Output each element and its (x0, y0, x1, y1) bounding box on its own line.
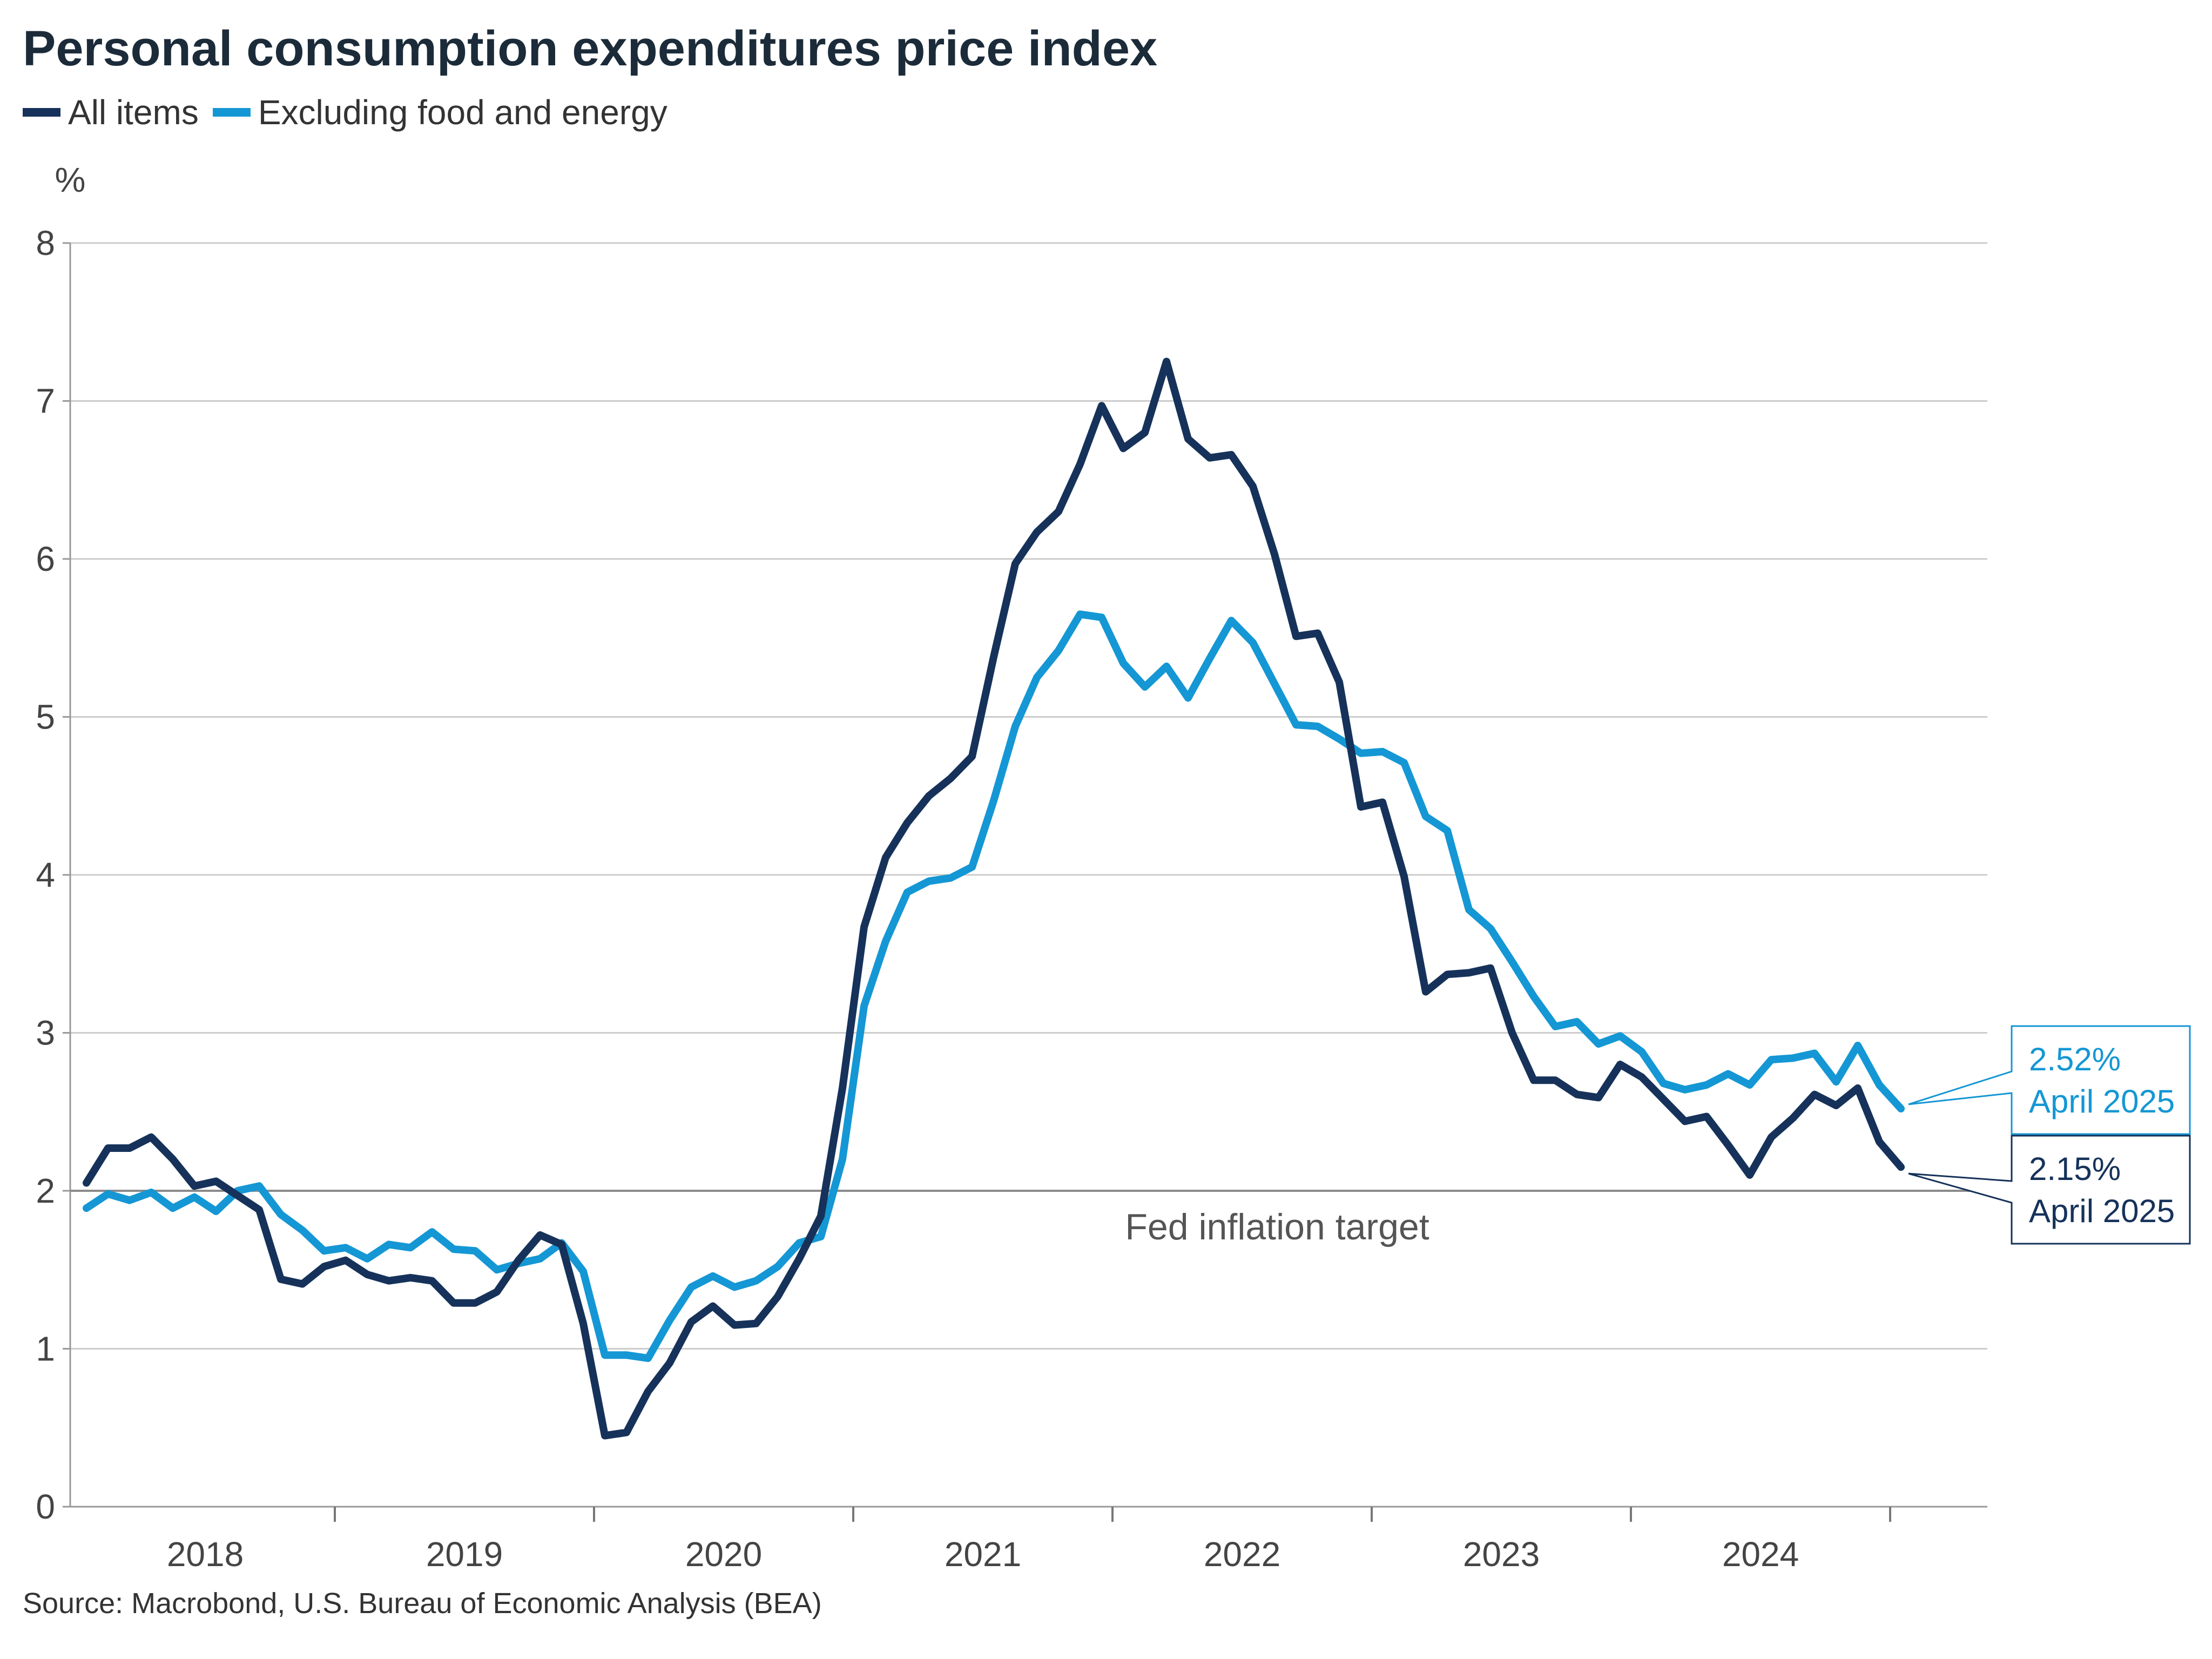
y-tick-label: 1 (36, 1330, 55, 1368)
callout-box-core (1908, 1025, 2191, 1135)
callout-value-core: 2.52% (2029, 1041, 2121, 1077)
callout-date-all-items: April 2025 (2029, 1193, 2175, 1229)
y-tick-label: 2 (36, 1171, 55, 1210)
y-tick-label: 0 (36, 1487, 55, 1526)
legend-swatch-core (212, 108, 251, 117)
x-tick-label: 2019 (426, 1535, 503, 1574)
legend-label-all-items: All items (68, 93, 199, 132)
y-tick-label: 8 (36, 224, 55, 262)
chart-legend: All items Excluding food and energy (23, 91, 682, 134)
legend-label-core: Excluding food and energy (258, 93, 667, 132)
callout-box-all-items (1908, 1135, 2191, 1245)
source-note: Source: Macrobond, U.S. Bureau of Econom… (23, 1587, 822, 1620)
y-tick-label: 4 (36, 855, 55, 894)
legend-swatch-all-items (23, 108, 60, 117)
callout-date-core: April 2025 (2029, 1083, 2175, 1120)
series-line-core (83, 610, 1905, 1363)
y-tick-label: 3 (36, 1014, 55, 1053)
series-line-all-items (83, 358, 1905, 1440)
y-tick-label: 5 (36, 698, 55, 737)
legend-item-core: Excluding food and energy (212, 92, 667, 132)
x-tick-label: 2022 (1204, 1535, 1280, 1574)
callout-value-all-items: 2.15% (2029, 1151, 2121, 1187)
y-axis-unit-label: % (55, 160, 86, 199)
x-tick-label: 2020 (685, 1535, 762, 1574)
x-tick-label: 2024 (1722, 1535, 1799, 1574)
fed-target-label: Fed inflation target (1125, 1206, 1429, 1247)
legend-item-all-items: All items (23, 92, 199, 132)
x-tick-label: 2023 (1463, 1535, 1540, 1574)
y-tick-label: 7 (36, 382, 55, 421)
x-tick-label: 2021 (945, 1535, 1021, 1574)
chart-title: Personal consumption expenditures price … (23, 21, 1158, 76)
y-tick-label: 6 (36, 539, 55, 578)
x-tick-label: 2018 (167, 1535, 244, 1574)
